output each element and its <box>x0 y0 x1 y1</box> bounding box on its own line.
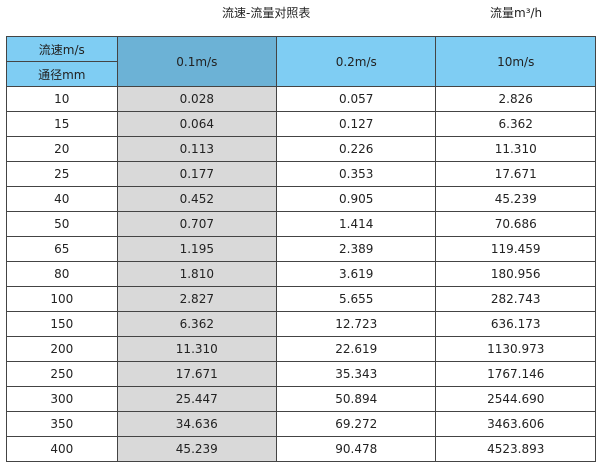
corner-velocity-label: 流速m/s <box>6 36 118 62</box>
flow-cell: 5.655 <box>276 286 437 312</box>
flow-cell: 0.177 <box>116 161 278 187</box>
flow-cell: 34.636 <box>116 411 278 437</box>
table-row: 50 0.707 1.414 70.686 <box>6 211 596 237</box>
corner-diameter-label: 通径mm <box>6 61 118 87</box>
flow-cell: 35.343 <box>276 361 437 387</box>
diameter-cell: 65 <box>6 236 118 262</box>
diameter-cell: 250 <box>6 361 118 387</box>
table-row: 100 2.827 5.655 282.743 <box>6 286 596 312</box>
flow-cell: 0.028 <box>116 86 278 112</box>
table-row: 25 0.177 0.353 17.671 <box>6 161 596 187</box>
table-row: 350 34.636 69.272 3463.606 <box>6 411 596 437</box>
diameter-cell: 80 <box>6 261 118 287</box>
flow-cell: 1.414 <box>276 211 437 237</box>
header-row: 流速m/s 0.1m/s 0.2m/s 10m/s <box>6 36 596 87</box>
flow-cell: 70.686 <box>435 211 596 237</box>
flow-cell: 12.723 <box>276 311 437 337</box>
column-header: 0.2m/s <box>276 36 437 87</box>
flow-cell: 22.619 <box>276 336 437 362</box>
diameter-cell: 200 <box>6 336 118 362</box>
diameter-cell: 15 <box>6 111 118 137</box>
table-row: 150 6.362 12.723 636.173 <box>6 311 596 337</box>
table-row: 10 0.028 0.057 2.826 <box>6 86 596 112</box>
flow-cell: 3.619 <box>276 261 437 287</box>
flow-cell: 1.195 <box>116 236 278 262</box>
flow-cell: 17.671 <box>435 161 596 187</box>
flow-cell: 45.239 <box>435 186 596 212</box>
diameter-cell: 20 <box>6 136 118 162</box>
column-header: 10m/s <box>435 36 596 87</box>
flow-cell: 636.173 <box>435 311 596 337</box>
flow-cell: 11.310 <box>116 336 278 362</box>
table-row: 80 1.810 3.619 180.956 <box>6 261 596 287</box>
table-title: 流速-流量对照表 <box>222 6 311 20</box>
flow-cell: 25.447 <box>116 386 278 412</box>
flow-cell: 1767.146 <box>435 361 596 387</box>
diameter-cell: 25 <box>6 161 118 187</box>
flow-cell: 6.362 <box>116 311 278 337</box>
flow-cell: 2544.690 <box>435 386 596 412</box>
column-header: 0.1m/s <box>116 36 278 87</box>
diameter-cell: 100 <box>6 286 118 312</box>
flow-cell: 0.064 <box>116 111 278 137</box>
flow-cell: 0.226 <box>276 136 437 162</box>
flow-cell: 180.956 <box>435 261 596 287</box>
flow-cell: 2.389 <box>276 236 437 262</box>
flow-cell: 0.905 <box>276 186 437 212</box>
header-row: 通径mm <box>6 61 596 87</box>
flow-cell: 11.310 <box>435 136 596 162</box>
table-row: 250 17.671 35.343 1767.146 <box>6 361 596 387</box>
diameter-cell: 350 <box>6 411 118 437</box>
table-row: 300 25.447 50.894 2544.690 <box>6 386 596 412</box>
flow-cell: 282.743 <box>435 286 596 312</box>
flow-cell: 69.272 <box>276 411 437 437</box>
flow-cell: 1.810 <box>116 261 278 287</box>
flow-cell: 119.459 <box>435 236 596 262</box>
diameter-cell: 400 <box>6 436 118 462</box>
flow-cell: 0.057 <box>276 86 437 112</box>
flow-cell: 1130.973 <box>435 336 596 362</box>
table-row: 400 45.239 90.478 4523.893 <box>6 436 596 462</box>
diameter-cell: 40 <box>6 186 118 212</box>
table-row: 20 0.113 0.226 11.310 <box>6 136 596 162</box>
diameter-cell: 10 <box>6 86 118 112</box>
flow-cell: 0.452 <box>116 186 278 212</box>
unit-label: 流量m³/h <box>490 6 543 20</box>
flow-cell: 0.113 <box>116 136 278 162</box>
flow-cell: 4523.893 <box>435 436 596 462</box>
flow-cell: 3463.606 <box>435 411 596 437</box>
flow-cell: 0.707 <box>116 211 278 237</box>
table-row: 40 0.452 0.905 45.239 <box>6 186 596 212</box>
diameter-cell: 150 <box>6 311 118 337</box>
table-row: 65 1.195 2.389 119.459 <box>6 236 596 262</box>
table-row: 15 0.064 0.127 6.362 <box>6 111 596 137</box>
flow-cell: 50.894 <box>276 386 437 412</box>
flow-cell: 2.826 <box>435 86 596 112</box>
diameter-cell: 300 <box>6 386 118 412</box>
flow-cell: 2.827 <box>116 286 278 312</box>
flow-cell: 17.671 <box>116 361 278 387</box>
flow-cell: 45.239 <box>116 436 278 462</box>
diameter-cell: 50 <box>6 211 118 237</box>
flow-cell: 0.127 <box>276 111 437 137</box>
flow-cell: 90.478 <box>276 436 437 462</box>
flow-cell: 0.353 <box>276 161 437 187</box>
table-row: 200 11.310 22.619 1130.973 <box>6 336 596 362</box>
flow-cell: 6.362 <box>435 111 596 137</box>
flow-table: 流速m/s 0.1m/s 0.2m/s 10m/s 通径mm 10 0.028 0.… <box>6 36 596 462</box>
